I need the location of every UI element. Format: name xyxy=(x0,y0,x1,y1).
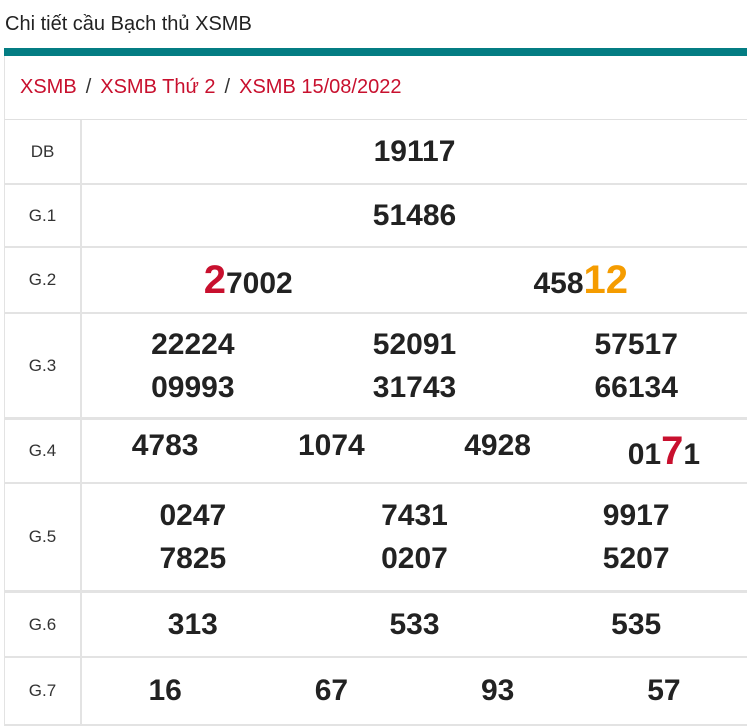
results-table: DB 19117 G.1 51486 G.2 27002 45812 G.3 2… xyxy=(4,120,747,726)
prize-label: G.3 xyxy=(5,313,82,419)
prize-number: 52091 xyxy=(304,323,526,366)
prize-number: 4928 xyxy=(415,429,581,474)
row-db: DB 19117 xyxy=(5,120,747,184)
prize-number: 51486 xyxy=(82,199,747,233)
prize-number: 5207 xyxy=(525,537,747,580)
prize-number: 57 xyxy=(581,674,747,708)
prize-number: 93 xyxy=(415,674,581,708)
highlight-digit: 2 xyxy=(204,258,226,302)
prize-number: 16 xyxy=(82,674,248,708)
prize-number: 31743 xyxy=(304,366,526,409)
breadcrumb-xsmb-thu-2[interactable]: XSMB Thứ 2 xyxy=(100,76,215,98)
highlight-digits: 12 xyxy=(584,258,629,302)
prize-number: 535 xyxy=(525,608,747,642)
row-g6: G.6 313 533 535 xyxy=(5,592,747,658)
prize-label: G.7 xyxy=(5,657,82,725)
row-g2: G.2 27002 45812 xyxy=(5,247,747,313)
prize-label: G.6 xyxy=(5,592,82,658)
prize-number: 1074 xyxy=(248,429,414,474)
prize-number: 0207 xyxy=(304,537,526,580)
page-title: Chi tiết cầu Bạch thủ XSMB xyxy=(0,0,747,48)
accent-bar xyxy=(4,48,747,56)
prize-number: 0247 xyxy=(82,494,304,537)
breadcrumb-separator: / xyxy=(225,76,231,98)
prize-number: 7825 xyxy=(82,537,304,580)
prize-number: 57517 xyxy=(525,323,747,366)
prize-number: 7431 xyxy=(304,494,526,537)
prize-number: 67 xyxy=(248,674,414,708)
row-g4: G.4 4783 1074 4928 0171 xyxy=(5,419,747,484)
prize-number: 4783 xyxy=(82,429,248,474)
prize-number: 66134 xyxy=(525,366,747,409)
prize-number: 313 xyxy=(82,608,304,642)
row-g1: G.1 51486 xyxy=(5,184,747,247)
breadcrumb-separator: / xyxy=(86,76,92,98)
prize-label: G.2 xyxy=(5,247,82,313)
prize-number: 9917 xyxy=(525,494,747,537)
breadcrumb-xsmb[interactable]: XSMB xyxy=(20,76,77,98)
prize-number: 09993 xyxy=(82,366,304,409)
breadcrumb-xsmb-date[interactable]: XSMB 15/08/2022 xyxy=(239,76,401,98)
prize-number: 533 xyxy=(304,608,526,642)
prize-label: G.5 xyxy=(5,483,82,592)
row-g7: G.7 16 67 93 57 xyxy=(5,657,747,725)
prize-number: 45812 xyxy=(415,258,747,303)
prize-label: G.1 xyxy=(5,184,82,247)
highlight-digit: 7 xyxy=(661,429,683,473)
breadcrumb: XSMB / XSMB Thứ 2 / XSMB 15/08/2022 xyxy=(4,56,747,120)
prize-number: 0171 xyxy=(581,429,747,474)
prize-label: G.4 xyxy=(5,419,82,484)
prize-number: 19117 xyxy=(82,135,747,169)
prize-label: DB xyxy=(5,120,82,184)
prize-number: 27002 xyxy=(82,258,415,303)
prize-number: 22224 xyxy=(82,323,304,366)
